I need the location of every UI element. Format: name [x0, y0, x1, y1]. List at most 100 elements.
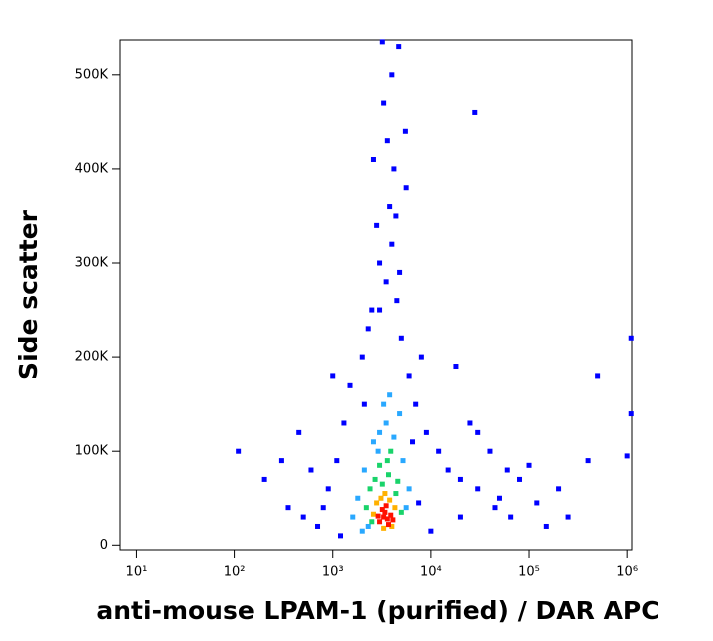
point — [383, 503, 389, 509]
point — [387, 497, 393, 503]
y-tick-label: 100K — [75, 444, 109, 459]
point — [347, 382, 353, 388]
point — [377, 462, 383, 468]
point — [325, 486, 331, 492]
point — [384, 458, 390, 464]
point — [369, 307, 375, 313]
point — [398, 509, 404, 515]
point — [585, 458, 591, 464]
point — [475, 486, 481, 492]
point — [278, 458, 284, 464]
point — [445, 467, 451, 473]
x-tick-label: 10⁴ — [420, 565, 442, 580]
point — [350, 514, 356, 520]
point — [403, 505, 409, 511]
point — [300, 514, 306, 520]
point — [397, 411, 403, 417]
point — [372, 476, 378, 482]
point — [374, 222, 380, 228]
point — [377, 519, 383, 525]
point — [628, 335, 634, 341]
point — [384, 516, 390, 522]
point — [397, 269, 403, 275]
point — [436, 448, 442, 454]
point — [453, 364, 459, 370]
point — [382, 491, 388, 497]
point — [383, 279, 389, 285]
point — [628, 411, 634, 417]
point — [359, 528, 365, 534]
point — [565, 514, 571, 520]
point — [475, 429, 481, 435]
point — [355, 495, 361, 501]
point — [383, 420, 389, 426]
point — [381, 525, 387, 531]
y-axis-title: Side scatter — [14, 209, 43, 380]
point — [398, 335, 404, 341]
x-tick-label: 10⁵ — [518, 565, 540, 580]
point — [393, 213, 399, 219]
point — [595, 373, 601, 379]
point — [236, 448, 242, 454]
point — [365, 523, 371, 529]
point — [377, 429, 383, 435]
point — [428, 528, 434, 534]
point — [320, 505, 326, 511]
point — [395, 478, 401, 484]
point — [517, 476, 523, 482]
point — [359, 354, 365, 360]
point — [391, 166, 397, 172]
point — [338, 533, 344, 539]
y-tick-label: 300K — [75, 256, 109, 271]
x-tick-label: 10¹ — [126, 565, 148, 580]
point — [410, 439, 416, 445]
point — [402, 128, 408, 134]
point — [472, 109, 478, 115]
point — [392, 505, 398, 511]
point — [406, 486, 412, 492]
point — [388, 512, 394, 518]
point — [382, 509, 388, 515]
point — [492, 505, 498, 511]
point — [391, 434, 397, 440]
point — [330, 373, 336, 379]
point — [396, 44, 402, 50]
point — [378, 495, 384, 501]
point — [413, 401, 419, 407]
point — [379, 39, 385, 45]
point — [400, 458, 406, 464]
point — [389, 241, 395, 247]
point — [370, 511, 376, 517]
point — [315, 523, 321, 529]
point — [526, 462, 532, 468]
point — [377, 260, 383, 266]
point — [308, 467, 314, 473]
point — [381, 514, 387, 520]
point — [467, 420, 473, 426]
point — [393, 491, 399, 497]
y-tick-label: 200K — [75, 350, 109, 365]
point — [261, 476, 267, 482]
point — [387, 392, 393, 398]
point — [341, 420, 347, 426]
point — [285, 505, 291, 511]
point — [390, 517, 396, 523]
point — [361, 401, 367, 407]
point — [379, 481, 385, 487]
point — [496, 495, 502, 501]
point — [375, 513, 381, 519]
x-tick-label: 10⁶ — [616, 565, 638, 580]
point — [370, 439, 376, 445]
point — [394, 298, 400, 304]
point — [534, 500, 540, 506]
point — [381, 100, 387, 106]
point — [508, 514, 514, 520]
point — [423, 429, 429, 435]
y-tick-label: 400K — [75, 161, 109, 176]
point — [543, 523, 549, 529]
point — [389, 72, 395, 78]
point — [384, 138, 390, 144]
point — [361, 467, 367, 473]
